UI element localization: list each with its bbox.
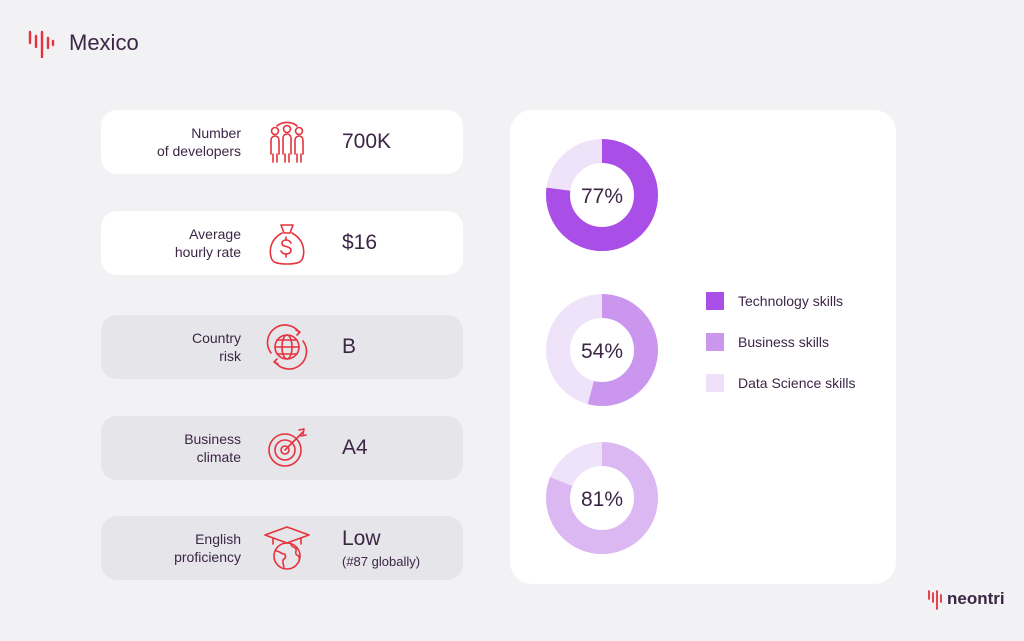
- stat-card-business-climate: Business climate A4: [101, 416, 463, 480]
- money-bag-icon: [269, 224, 305, 265]
- logo-icon: [28, 30, 55, 58]
- donut-data-science-skills: 81%: [546, 442, 658, 554]
- developers-icon: [270, 121, 304, 163]
- stat-subvalue: (#87 globally): [342, 554, 421, 569]
- legend-label: Business skills: [738, 334, 830, 350]
- stat-value: B: [342, 335, 357, 358]
- stat-label: Business climate: [184, 431, 241, 465]
- page-header: Mexico: [27, 28, 139, 58]
- legend-item-data-science: Data Science skills: [706, 373, 856, 393]
- legend-swatch: [706, 374, 724, 392]
- brand-name: neontri: [947, 589, 1005, 608]
- legend-label: Data Science skills: [738, 375, 856, 391]
- legend-swatch: [706, 333, 724, 351]
- graduation-globe-icon: [264, 526, 310, 570]
- legend-item-business: Business skills: [706, 332, 856, 352]
- donut-value-label: 77%: [581, 185, 623, 208]
- stat-value: A4: [342, 436, 368, 459]
- target-icon: [268, 428, 307, 467]
- stat-label: Country risk: [191, 330, 241, 364]
- stat-label: Average hourly rate: [174, 226, 241, 260]
- stat-value: Low (#87 globally): [342, 527, 421, 569]
- brand-footer: neontri: [927, 588, 1005, 610]
- legend-item-technology: Technology skills: [706, 291, 856, 311]
- stat-card-hourly-rate: Average hourly rate $16: [101, 211, 463, 275]
- stat-card-country-risk: Country risk B: [101, 315, 463, 379]
- donut-value-label: 81%: [581, 488, 623, 511]
- legend-swatch: [706, 292, 724, 310]
- donut-technology-skills: 77%: [546, 139, 658, 251]
- legend-label: Technology skills: [738, 293, 844, 309]
- donut-value-label: 54%: [581, 340, 623, 363]
- skills-chart-panel: 77% 54% 81% Technology skills Business s…: [510, 110, 896, 584]
- stat-card-developers: Number of developers 700K: [101, 110, 463, 174]
- donut-business-skills: 54%: [546, 294, 658, 406]
- donut-arc-business: [546, 294, 658, 406]
- donut-arc-data-science: [546, 442, 658, 554]
- stat-label: English proficiency: [174, 531, 241, 565]
- donut-arc-technology: [546, 139, 658, 251]
- page-title: Mexico: [69, 30, 139, 55]
- stat-value: 700K: [342, 130, 392, 153]
- brand-logo-icon: [928, 590, 942, 610]
- stat-label: Number of developers: [156, 125, 241, 159]
- stat-value: $16: [342, 231, 378, 254]
- stat-card-english-proficiency: English proficiency Low (#87 globally): [101, 516, 463, 580]
- chart-legend: Technology skills Business skills Data S…: [706, 291, 856, 414]
- globe-risk-icon: [266, 324, 308, 370]
